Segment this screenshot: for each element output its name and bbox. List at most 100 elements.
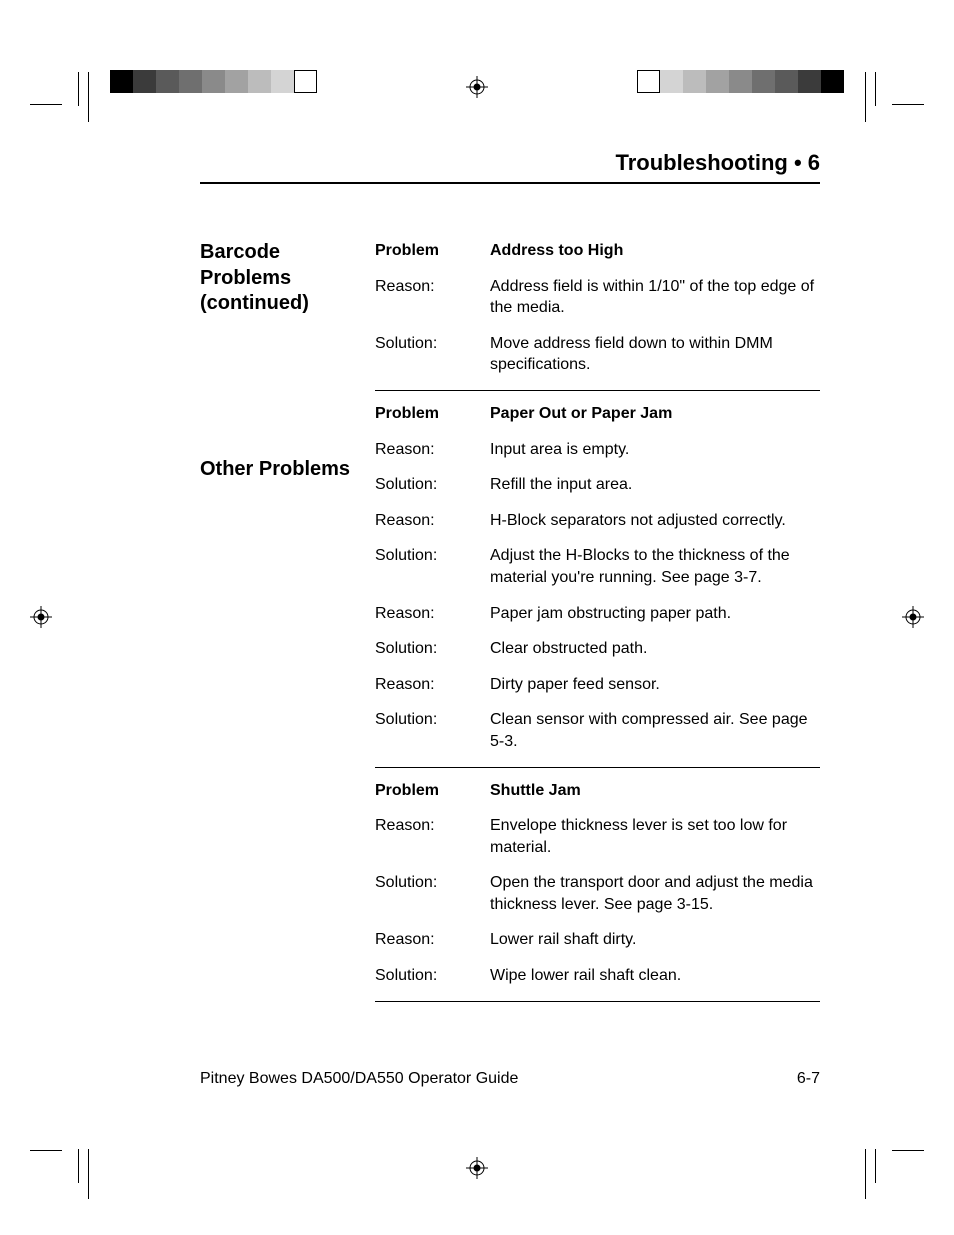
- registration-mark-icon: [902, 606, 924, 628]
- row-value: Wipe lower rail shaft clean.: [490, 965, 820, 987]
- row-value: Lower rail shaft dirty.: [490, 929, 820, 951]
- registration-mark-icon: [466, 1157, 488, 1179]
- row-label: Solution:: [375, 872, 490, 915]
- page-header: Troubleshooting • 6: [200, 150, 820, 184]
- crop-mark: [88, 1149, 89, 1199]
- color-swatch: [706, 70, 729, 93]
- row-label: Reason:: [375, 674, 490, 696]
- crop-mark: [865, 72, 866, 122]
- color-swatch: [133, 70, 156, 93]
- color-swatch: [798, 70, 821, 93]
- crop-mark: [30, 1150, 62, 1151]
- color-bar-left: [110, 70, 317, 93]
- crop-mark: [30, 104, 62, 105]
- page-content: Troubleshooting • 6 Barcode Problems (co…: [200, 150, 820, 1014]
- row-value: Refill the input area.: [490, 474, 820, 496]
- detail-row: Solution:Clear obstructed path.: [375, 638, 820, 660]
- color-swatch: [729, 70, 752, 93]
- problem-row: ProblemAddress too High: [375, 240, 820, 262]
- row-label: Solution:: [375, 474, 490, 496]
- row-value: H-Block separators not adjusted correctl…: [490, 510, 820, 532]
- color-swatch: [294, 70, 317, 93]
- crop-mark: [875, 1149, 876, 1183]
- color-swatch: [271, 70, 294, 93]
- problem-label: Problem: [375, 780, 490, 802]
- row-value: Paper jam obstructing paper path.: [490, 603, 820, 625]
- color-bar-right: [637, 70, 844, 93]
- registration-mark-icon: [466, 76, 488, 98]
- troubleshoot-section: ProblemAddress too High Reason:Address fi…: [375, 240, 820, 391]
- row-value: Address field is within 1/10" of the top…: [490, 276, 820, 319]
- troubleshoot-section: ProblemPaper Out or Paper JamReason:Inpu…: [375, 403, 820, 768]
- color-swatch: [248, 70, 271, 93]
- crop-mark: [78, 1149, 79, 1183]
- detail-row: Solution:Refill the input area.: [375, 474, 820, 496]
- page-footer: Pitney Bowes DA500/DA550 Operator Guide …: [200, 1070, 820, 1088]
- section-divider: [375, 390, 820, 391]
- problem-title: Shuttle Jam: [490, 780, 820, 802]
- detail-row: Reason:Input area is empty.: [375, 439, 820, 461]
- troubleshoot-section: ProblemShuttle JamReason:Envelope thickn…: [375, 780, 820, 1002]
- problem-row: ProblemShuttle Jam: [375, 780, 820, 802]
- row-value: Adjust the H-Blocks to the thickness of …: [490, 545, 820, 588]
- color-swatch: [752, 70, 775, 93]
- problem-label: Problem: [375, 403, 490, 425]
- crop-mark: [892, 104, 924, 105]
- row-label: Reason:: [375, 603, 490, 625]
- footer-left: Pitney Bowes DA500/DA550 Operator Guide: [200, 1070, 518, 1088]
- detail-row: Reason:Envelope thickness lever is set t…: [375, 815, 820, 858]
- row-label: Reason:: [375, 276, 490, 319]
- row-label: Reason:: [375, 510, 490, 532]
- crop-mark: [88, 72, 89, 122]
- detail-row: Reason:Dirty paper feed sensor.: [375, 674, 820, 696]
- crop-mark: [875, 72, 876, 106]
- row-label: Solution:: [375, 638, 490, 660]
- detail-row: Solution:Clean sensor with compressed ai…: [375, 709, 820, 752]
- section-divider: [375, 767, 820, 768]
- side-column: Barcode Problems (continued) Other Probl…: [200, 240, 375, 1014]
- row-value: Input area is empty.: [490, 439, 820, 461]
- page-title: Troubleshooting • 6: [616, 150, 820, 175]
- row-value: Clear obstructed path.: [490, 638, 820, 660]
- row-label: Reason:: [375, 815, 490, 858]
- color-swatch: [110, 70, 133, 93]
- detail-row: Reason:Paper jam obstructing paper path.: [375, 603, 820, 625]
- color-swatch: [179, 70, 202, 93]
- problem-row: ProblemPaper Out or Paper Jam: [375, 403, 820, 425]
- problem-label: Problem: [375, 240, 490, 262]
- crop-mark: [78, 72, 79, 106]
- main-column: ProblemAddress too HighReason:Address fi…: [375, 240, 820, 1014]
- detail-row: Reason:Address field is within 1/10" of …: [375, 276, 820, 319]
- row-value: Open the transport door and adjust the m…: [490, 872, 820, 915]
- detail-row: Reason:H-Block separators not adjusted c…: [375, 510, 820, 532]
- side-heading-other: Other Problems: [200, 457, 375, 483]
- detail-row: Solution:Wipe lower rail shaft clean.: [375, 965, 820, 987]
- color-swatch: [660, 70, 683, 93]
- color-swatch: [683, 70, 706, 93]
- row-label: Reason:: [375, 439, 490, 461]
- row-value: Dirty paper feed sensor.: [490, 674, 820, 696]
- problem-title: Paper Out or Paper Jam: [490, 403, 820, 425]
- color-swatch: [156, 70, 179, 93]
- crop-mark: [892, 1150, 924, 1151]
- color-swatch: [202, 70, 225, 93]
- crop-mark: [865, 1149, 866, 1199]
- row-label: Solution:: [375, 965, 490, 987]
- row-label: Reason:: [375, 929, 490, 951]
- row-label: Solution:: [375, 709, 490, 752]
- detail-row: Reason:Lower rail shaft dirty.: [375, 929, 820, 951]
- detail-row: Solution:Move address field down to with…: [375, 333, 820, 376]
- row-value: Envelope thickness lever is set too low …: [490, 815, 820, 858]
- footer-right: 6-7: [797, 1070, 820, 1088]
- detail-row: Solution:Adjust the H-Blocks to the thic…: [375, 545, 820, 588]
- section-divider: [375, 1001, 820, 1002]
- color-swatch: [775, 70, 798, 93]
- color-swatch: [225, 70, 248, 93]
- color-swatch: [637, 70, 660, 93]
- side-heading-barcode: Barcode Problems (continued): [200, 240, 375, 317]
- row-label: Solution:: [375, 333, 490, 376]
- row-value: Move address field down to within DMM sp…: [490, 333, 820, 376]
- row-value: Clean sensor with compressed air. See pa…: [490, 709, 820, 752]
- registration-mark-icon: [30, 606, 52, 628]
- detail-row: Solution:Open the transport door and adj…: [375, 872, 820, 915]
